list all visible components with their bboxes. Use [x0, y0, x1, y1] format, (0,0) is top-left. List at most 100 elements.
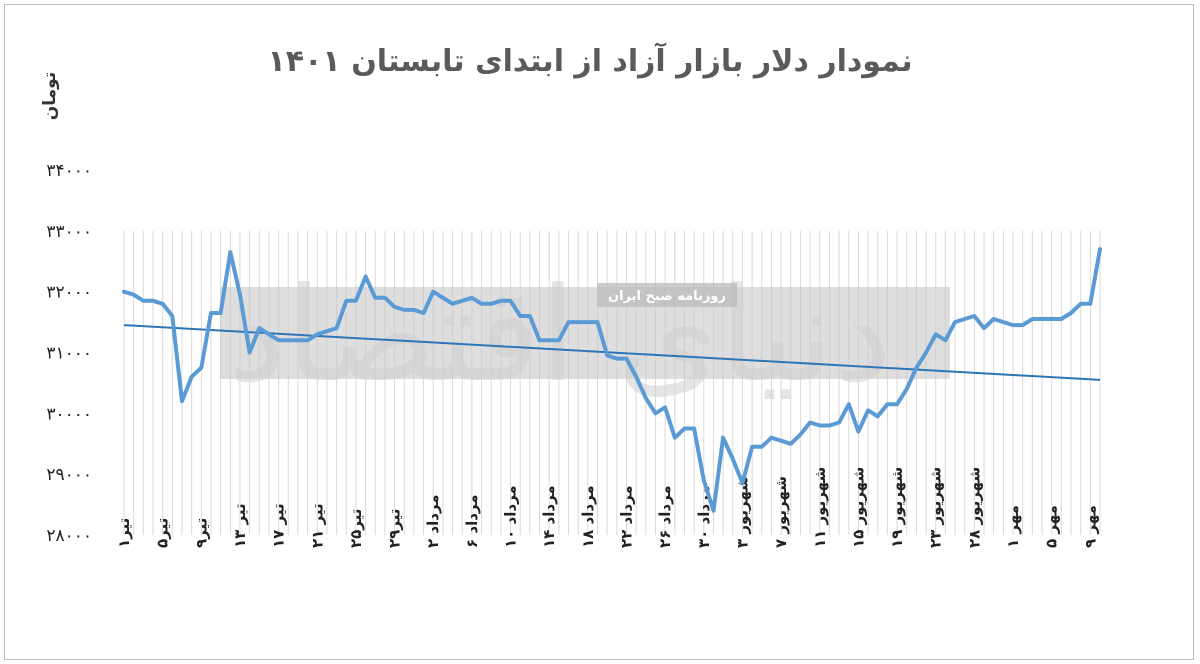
x-tick-label: تیر۲۵	[347, 509, 365, 548]
data-point	[344, 299, 348, 303]
data-point	[605, 354, 609, 358]
data-point	[856, 430, 860, 434]
x-tick-label: شهریور ۷	[772, 476, 790, 548]
trendline	[123, 324, 1101, 381]
data-point	[393, 305, 397, 309]
data-point	[296, 338, 300, 342]
data-point	[412, 308, 416, 312]
data-point	[963, 317, 967, 321]
data-point	[818, 424, 822, 427]
data-point	[837, 420, 841, 424]
data-point	[895, 402, 899, 406]
data-point	[306, 338, 310, 342]
x-tick-label: تیر۹	[192, 518, 210, 548]
y-axis-ticks: ۲۸۰۰۰ ۲۹۰۰۰ ۳۰۰۰۰ ۳۱۰۰۰ ۳۲۰۰۰ ۳۳۰۰۰ ۳۴۰۰۰	[46, 161, 92, 546]
data-point	[1001, 320, 1005, 324]
data-point	[267, 332, 271, 336]
data-point	[934, 332, 938, 336]
x-gridlines	[123, 230, 1101, 535]
data-point	[673, 436, 677, 440]
data-point	[470, 296, 474, 300]
x-tick-label: مهر ۱	[1004, 505, 1022, 548]
data-point	[354, 299, 358, 303]
data-point	[1069, 311, 1073, 315]
data-point	[972, 314, 976, 318]
data-point	[402, 308, 406, 312]
data-point	[480, 302, 484, 306]
y-tick-label: ۲۸۰۰۰	[46, 526, 92, 546]
data-point	[132, 293, 136, 297]
series-points	[122, 247, 1102, 513]
x-tick-label: مرداد ۲۲	[617, 485, 635, 548]
data-point	[190, 375, 194, 379]
data-point	[1088, 302, 1092, 306]
data-point	[151, 299, 155, 303]
data-point	[1059, 317, 1063, 321]
data-point	[779, 439, 783, 443]
chart-title: نمودار دلار بازار آزاد از ابتدای تابستان…	[267, 44, 913, 79]
x-tick-label: شهریور ۲۸	[965, 467, 983, 548]
data-point	[180, 399, 184, 403]
data-point	[383, 296, 387, 300]
data-point	[219, 311, 223, 315]
data-point	[721, 436, 725, 440]
data-point	[547, 338, 551, 342]
data-point	[199, 366, 203, 370]
x-tick-label: شهریور ۲۳	[927, 467, 945, 548]
data-point	[624, 357, 628, 361]
x-tick-label: تیر ۲۱	[308, 503, 326, 548]
x-tick-label: تیر ۱۷	[270, 503, 288, 548]
data-point	[373, 296, 377, 300]
data-point	[567, 320, 571, 324]
data-point	[238, 293, 242, 297]
data-point	[460, 299, 464, 303]
data-point	[170, 314, 174, 318]
data-point	[702, 478, 706, 482]
data-point	[711, 509, 715, 513]
data-point	[682, 427, 686, 431]
data-point	[943, 338, 947, 342]
data-point	[325, 329, 329, 333]
data-point	[315, 332, 319, 336]
data-point	[141, 299, 145, 303]
x-tick-label: مرداد ۲۶	[656, 485, 674, 548]
data-point	[286, 338, 290, 342]
data-point	[248, 351, 252, 354]
data-point	[422, 311, 426, 315]
x-tick-label: تیر۲۹	[386, 509, 404, 548]
data-point	[905, 387, 909, 391]
data-point	[257, 326, 261, 330]
data-point	[876, 414, 880, 418]
series-line	[122, 247, 1102, 513]
x-tick-label: شهریور ۱۱	[811, 467, 829, 548]
data-point	[634, 375, 638, 379]
data-point	[1011, 323, 1015, 327]
y-tick-label: ۳۱۰۰۰	[46, 344, 92, 364]
data-point	[924, 351, 928, 354]
data-point	[1098, 247, 1102, 251]
data-point	[808, 420, 812, 424]
x-tick-label: مهر ۵	[1043, 505, 1061, 548]
data-point	[586, 320, 590, 324]
data-point	[644, 396, 648, 400]
data-point	[1021, 323, 1025, 327]
x-tick-label: شهریور ۱۵	[849, 467, 867, 548]
data-point	[489, 302, 493, 306]
data-point	[364, 274, 368, 278]
data-point	[992, 317, 996, 321]
data-point	[1050, 317, 1054, 321]
data-point	[161, 302, 165, 306]
x-tick-label: تیر ۱۳	[231, 503, 249, 548]
data-point	[653, 411, 657, 415]
y-tick-label: ۳۰۰۰۰	[46, 404, 92, 424]
data-point	[953, 320, 957, 324]
x-tick-label: تیر۱	[115, 518, 133, 548]
x-tick-label: مرداد ۲	[424, 494, 442, 548]
x-tick-label: شهریور ۳	[733, 476, 751, 548]
data-point	[431, 290, 435, 294]
data-point	[798, 433, 802, 437]
x-tick-label: مرداد ۱۴	[540, 485, 558, 548]
watermark: دنیای اقتصاد روزنامه صبح ایران	[220, 259, 950, 411]
data-point	[789, 442, 793, 446]
data-point	[847, 402, 851, 406]
